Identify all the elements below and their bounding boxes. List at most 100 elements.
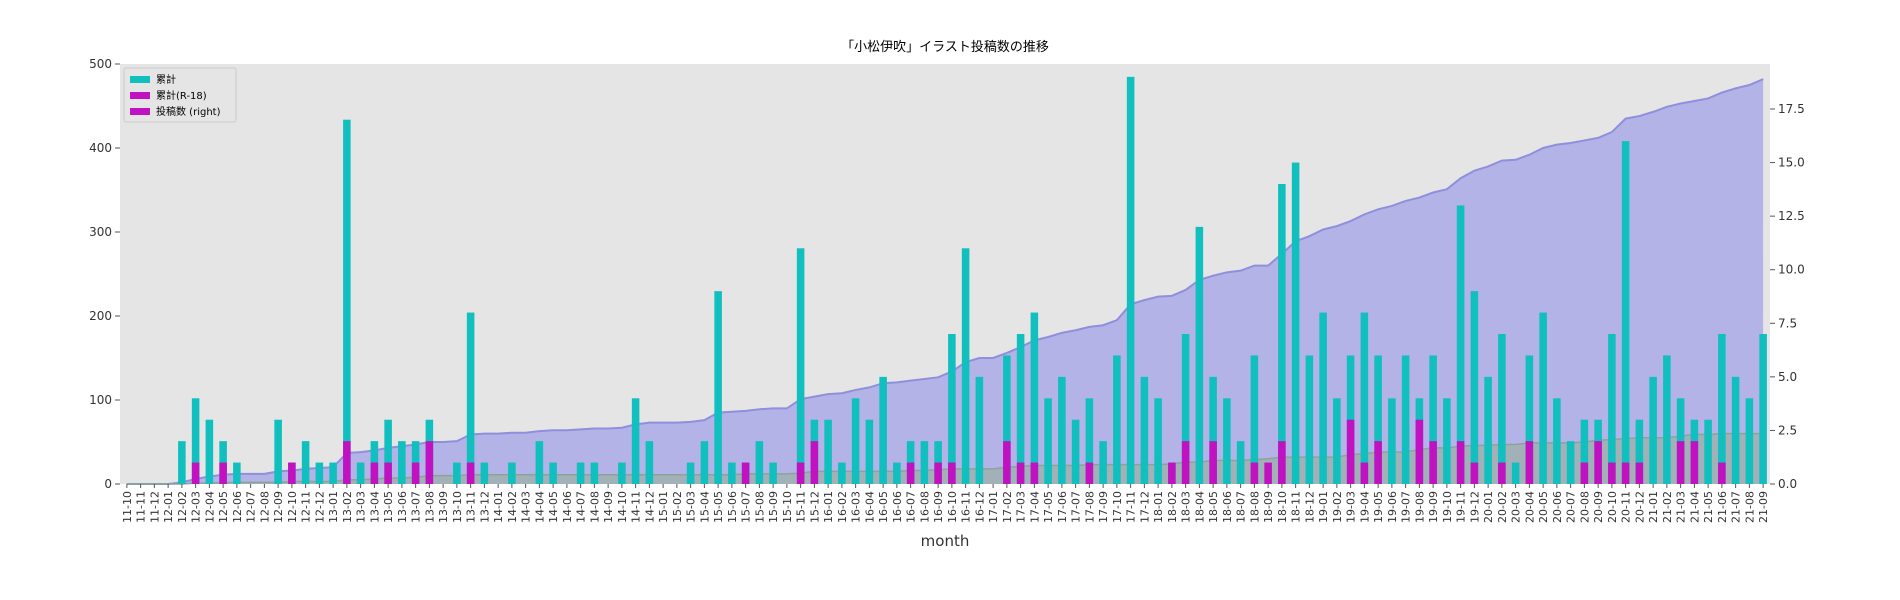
x-tick-label: 19-09 [1427, 491, 1440, 523]
x-tick-label: 20-08 [1578, 491, 1591, 523]
x-tick-label: 17-07 [1070, 491, 1083, 523]
x-tick-label: 19-01 [1317, 491, 1330, 523]
x-tick-label: 16-11 [960, 491, 973, 523]
y-tick-label-left: 0 [104, 477, 112, 491]
x-tick-label: 14-10 [616, 491, 629, 523]
bar-r18 [1429, 441, 1437, 484]
bar-r18 [1003, 441, 1011, 484]
x-tick-label: 17-08 [1083, 491, 1096, 523]
bar-total [1443, 398, 1451, 484]
bar-r18 [1278, 441, 1286, 484]
x-tick-label: 13-12 [478, 491, 491, 523]
x-tick-label: 20-11 [1620, 491, 1633, 523]
bar-r18 [1676, 441, 1685, 484]
x-tick-label: 14-11 [630, 491, 643, 523]
x-tick-label: 12-08 [258, 491, 271, 523]
x-tick-label: 15-08 [753, 491, 766, 523]
x-tick-label: 19-12 [1468, 491, 1481, 523]
bar-r18 [1168, 462, 1176, 484]
x-tick-label: 17-12 [1138, 491, 1151, 523]
x-tick-label: 16-12 [973, 491, 986, 523]
bar-total [755, 441, 764, 484]
bar-r18 [1580, 462, 1589, 484]
bar-total [1319, 312, 1327, 484]
bar-r18 [1209, 441, 1217, 484]
y-tick-label-left: 200 [89, 309, 112, 323]
bar-total [1456, 205, 1465, 484]
bar-total [851, 398, 860, 484]
bar-total [233, 462, 241, 484]
x-tick-label: 19-10 [1441, 491, 1454, 523]
bar-r18 [1498, 462, 1506, 484]
bar-r18 [1250, 462, 1259, 484]
bar-total [824, 419, 832, 484]
bar-total [1003, 355, 1011, 484]
x-tick-label: 20-03 [1510, 491, 1523, 523]
bar-total [1429, 355, 1437, 484]
bar-r18 [1264, 462, 1272, 484]
bar-total [1195, 226, 1204, 485]
x-tick-label: 19-07 [1400, 491, 1413, 523]
y-tick-label-right: 7.5 [1778, 316, 1797, 330]
x-tick-label: 16-07 [905, 491, 918, 523]
bar-total [1718, 334, 1726, 484]
x-tick-label: 16-05 [877, 491, 890, 523]
x-tick-label: 20-10 [1606, 491, 1619, 523]
x-tick-label: 12-10 [286, 491, 299, 523]
bar-r18 [1085, 462, 1094, 484]
y-tick-label-right: 5.0 [1778, 370, 1797, 384]
bar-total [453, 462, 461, 484]
bar-r18 [1470, 462, 1479, 484]
x-tick-label: 15-05 [712, 491, 725, 523]
bar-total [948, 334, 956, 484]
x-tick-label: 17-05 [1042, 491, 1055, 523]
bar-total [576, 462, 585, 484]
bar-total [1649, 376, 1657, 484]
x-tick-label: 13-11 [465, 491, 478, 523]
x-tick-label: 15-10 [781, 491, 794, 523]
bar-r18 [1525, 441, 1534, 484]
bar-total [645, 441, 654, 484]
bar-total [975, 376, 984, 484]
x-tick-label: 18-03 [1180, 491, 1193, 523]
x-tick-label: 17-03 [1015, 491, 1028, 523]
x-tick-label: 14-09 [602, 491, 615, 523]
bar-total [865, 419, 874, 484]
bar-r18 [1635, 462, 1644, 484]
bar-r18 [1456, 441, 1465, 484]
bar-total [1044, 398, 1052, 484]
bar-total [398, 441, 406, 484]
x-tick-label: 15-06 [726, 491, 739, 523]
bar-r18 [1181, 441, 1190, 484]
bar-total [631, 398, 640, 484]
x-tick-label: 20-06 [1551, 491, 1564, 523]
bar-total [535, 441, 544, 484]
x-tick-label: 18-06 [1221, 491, 1234, 523]
bar-total [838, 462, 846, 484]
x-tick-label: 15-02 [671, 491, 684, 523]
bar-r18 [219, 462, 227, 484]
bar-r18 [384, 462, 392, 484]
x-tick-label: 14-12 [643, 491, 656, 523]
bar-total [1071, 419, 1080, 484]
bar-total [796, 248, 805, 484]
bar-total [1374, 355, 1382, 484]
bar-r18 [1718, 462, 1726, 484]
x-tick-label: 16-09 [932, 491, 945, 523]
x-tick-label: 13-07 [410, 491, 423, 523]
x-tick-label: 16-02 [836, 491, 849, 523]
x-tick-label: 12-04 [203, 491, 216, 523]
x-tick-label: 21-06 [1716, 491, 1729, 523]
bar-r18 [741, 462, 750, 484]
y-tick-label-right: 15.0 [1778, 156, 1805, 170]
x-tick-label: 12-05 [217, 491, 230, 523]
bar-total [191, 398, 200, 484]
x-tick-label: 11-12 [148, 491, 161, 523]
bar-total [1030, 312, 1039, 484]
bar-total [1333, 398, 1341, 484]
bar-layer [178, 76, 1767, 485]
x-tick-label: 21-09 [1757, 491, 1770, 523]
x-tick-label: 13-01 [327, 491, 340, 523]
